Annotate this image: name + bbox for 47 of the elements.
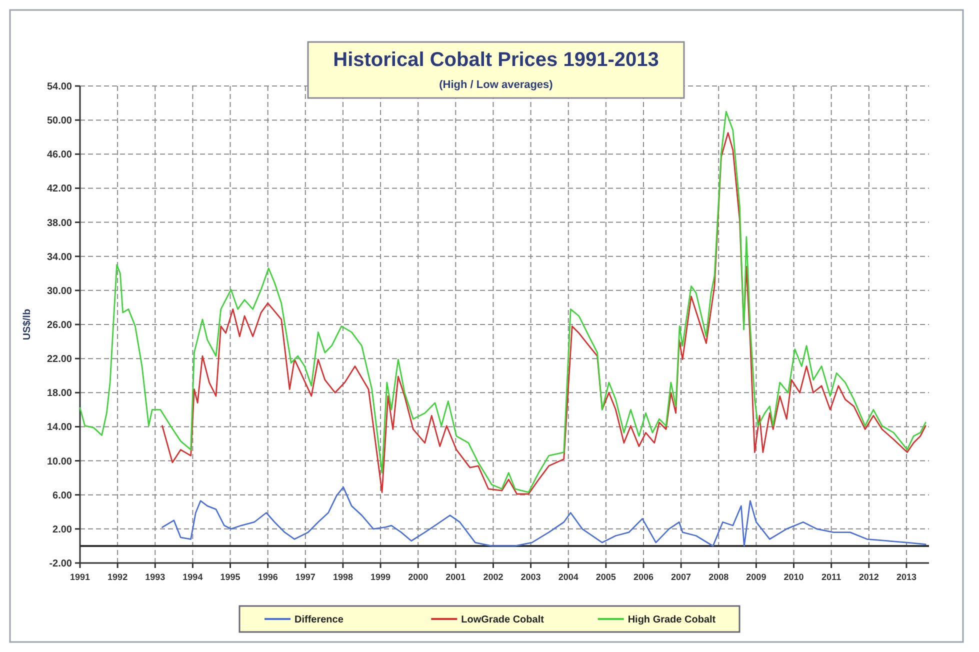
x-tick-label: 1991 [70, 572, 90, 582]
x-tick-label: 2005 [596, 572, 616, 582]
x-tick-label: 1996 [258, 572, 278, 582]
y-tick-label: 22.00 [46, 354, 72, 366]
x-tick-label: 1995 [220, 572, 240, 582]
x-tick-label: 2006 [633, 572, 654, 582]
y-tick-label: 6.00 [52, 490, 72, 502]
y-axis-title: US$/lb [22, 308, 33, 340]
x-tick-label: 2007 [671, 572, 692, 582]
x-tick-label: 2012 [858, 572, 879, 582]
x-tick-label: 1992 [108, 572, 128, 582]
x-tick-label: 2001 [446, 572, 466, 582]
x-tick-label: 2002 [483, 572, 504, 582]
y-tick-label: 38.00 [46, 218, 72, 229]
y-tick-label: -2.00 [49, 558, 72, 570]
legend-label: High Grade Cobalt [628, 614, 716, 626]
legend-label: LowGrade Cobalt [461, 614, 545, 626]
x-tick-label: 1999 [370, 572, 391, 582]
y-tick-label: 46.00 [46, 150, 72, 161]
y-tick-label: 26.00 [46, 320, 72, 331]
y-tick-label: 50.00 [46, 116, 72, 127]
x-tick-label: 1993 [145, 572, 166, 582]
line-series [162, 132, 926, 495]
x-tick-label: 2004 [558, 572, 578, 582]
y-tick-label: 42.00 [46, 184, 72, 195]
x-tick-label: 1997 [295, 572, 316, 582]
line-series [162, 486, 926, 547]
y-tick-label: 14.00 [46, 422, 72, 434]
chart-subtitle: (High / Low averages) [439, 79, 554, 91]
y-tick-label: 54.00 [46, 82, 72, 92]
x-tick-label: 2009 [746, 572, 766, 582]
x-tick-label: 2011 [822, 572, 842, 582]
legend-label: Difference [294, 614, 344, 626]
line-series [79, 110, 926, 493]
y-tick-label: 30.00 [46, 286, 72, 297]
x-tick-label: 2008 [708, 572, 729, 582]
x-tick-label: 2013 [896, 572, 916, 582]
y-tick-label: 2.00 [52, 524, 72, 536]
x-tick-label: 1994 [182, 572, 203, 582]
x-tick-label: 1998 [332, 572, 353, 582]
x-tick-label: 2003 [520, 572, 541, 582]
y-tick-label: 18.00 [46, 388, 72, 400]
chart-title: Historical Cobalt Prices 1991-2013 [333, 49, 659, 71]
x-tick-label: 2000 [408, 572, 428, 582]
x-tick-label: 2010 [784, 572, 804, 582]
y-tick-label: 10.00 [46, 456, 72, 468]
y-tick-label: 34.00 [46, 252, 72, 263]
